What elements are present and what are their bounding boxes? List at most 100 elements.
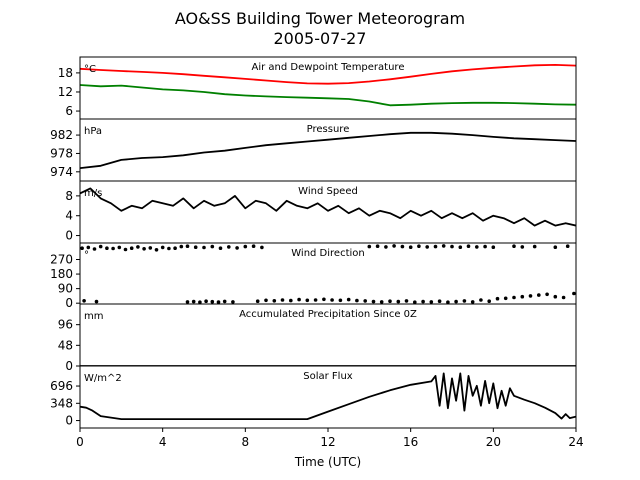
y-tick-label: 180	[50, 267, 73, 281]
data-point	[338, 298, 343, 303]
data-point	[136, 245, 140, 249]
data-point	[408, 245, 413, 249]
panel-1: 6 12 18 Air and Dewpoint Temperature °C	[58, 56, 577, 120]
data-point	[483, 244, 487, 249]
data-point	[185, 300, 190, 304]
x-tick-label: 24	[568, 435, 583, 449]
panel-4-title: Wind Direction	[291, 248, 365, 259]
y-tick-label: 18	[58, 66, 73, 80]
data-point	[400, 244, 405, 249]
data-point	[553, 245, 558, 249]
figure-title: AO&SS Building Tower Meteorogram	[175, 9, 465, 28]
data-point	[572, 291, 576, 296]
panel-4-series-2	[82, 291, 576, 304]
y-tick-label: 4	[65, 209, 73, 223]
data-point	[98, 244, 103, 249]
data-point	[421, 299, 425, 304]
panel-5: 0 48 96 Accumulated Precipitation Since 0Z m…	[58, 303, 577, 373]
data-point	[553, 294, 558, 299]
x-axis-label: Time (UTC)	[294, 455, 361, 469]
y-tick-label: 8	[65, 189, 73, 203]
panel-6-title: Solar Flux	[303, 371, 353, 382]
data-point	[417, 244, 421, 248]
data-point	[191, 299, 196, 304]
data-point	[260, 245, 264, 250]
data-point	[222, 299, 227, 304]
y-tick-label: 978	[50, 146, 73, 160]
data-point	[363, 299, 368, 303]
data-point	[160, 245, 165, 250]
data-point	[466, 244, 471, 248]
panel-2-series-1-line	[80, 131, 576, 169]
data-point	[305, 298, 310, 303]
panel-6: 0 348 696 Solar Flux W/m^2	[50, 365, 577, 429]
y-tick-label: 0	[65, 229, 73, 243]
data-point	[272, 299, 277, 303]
panel-6-unit: W/m^2	[84, 373, 122, 384]
x-tick-label: 8	[242, 435, 250, 449]
panel-5-unit: mm	[84, 311, 103, 322]
data-point	[148, 246, 153, 250]
data-point	[297, 297, 301, 302]
data-point	[111, 246, 115, 251]
data-point	[235, 246, 239, 250]
data-point	[322, 297, 326, 302]
data-point	[367, 244, 372, 249]
x-tick-label: 0	[76, 435, 84, 449]
data-point	[392, 244, 396, 248]
data-point	[388, 299, 392, 304]
data-point	[86, 245, 91, 250]
data-point	[520, 245, 525, 249]
data-point	[512, 295, 516, 300]
data-point	[528, 294, 533, 298]
y-tick-label: 974	[50, 165, 73, 179]
data-point	[210, 299, 215, 304]
data-point	[82, 299, 86, 303]
data-point	[565, 244, 570, 248]
y-tick-label: 696	[50, 379, 73, 393]
panel-4-unit: °	[84, 250, 89, 261]
data-point	[371, 299, 376, 304]
data-point	[475, 245, 479, 249]
data-point	[346, 297, 351, 302]
data-point	[231, 300, 235, 304]
y-tick-label: 270	[50, 253, 73, 267]
data-point	[204, 299, 208, 304]
data-point	[441, 244, 446, 248]
y-tick-label: 348	[50, 396, 73, 410]
panel-6-series-1-line	[80, 372, 576, 420]
panel-1-title: Air and Dewpoint Temperature	[252, 62, 405, 73]
data-point	[479, 298, 483, 302]
data-point	[80, 246, 84, 250]
data-point	[520, 294, 525, 299]
panel-1-unit: °C	[84, 64, 96, 75]
data-point	[561, 295, 566, 300]
data-point	[218, 246, 223, 250]
data-point	[173, 246, 177, 250]
data-point	[545, 292, 549, 297]
y-tick-label: 12	[58, 85, 73, 99]
data-point	[454, 299, 458, 304]
data-point	[227, 245, 231, 249]
x-tick-label: 12	[320, 435, 335, 449]
data-point	[202, 245, 206, 250]
panel-5-title: Accumulated Precipitation Since 0Z	[239, 309, 417, 320]
y-tick-label: 90	[58, 282, 73, 296]
data-point	[433, 244, 438, 249]
data-point	[396, 299, 401, 304]
data-point	[330, 298, 334, 302]
data-point	[503, 296, 508, 301]
data-point	[532, 244, 537, 249]
data-point	[487, 299, 492, 304]
data-point	[384, 245, 388, 249]
data-point	[243, 244, 248, 249]
data-point	[355, 298, 359, 303]
data-point	[429, 300, 434, 304]
x-tick-label: 16	[403, 435, 418, 449]
data-point	[512, 244, 516, 248]
data-point	[92, 247, 97, 251]
data-point	[462, 299, 467, 303]
panel-3-series-1-line	[80, 187, 576, 227]
data-point	[117, 245, 122, 250]
